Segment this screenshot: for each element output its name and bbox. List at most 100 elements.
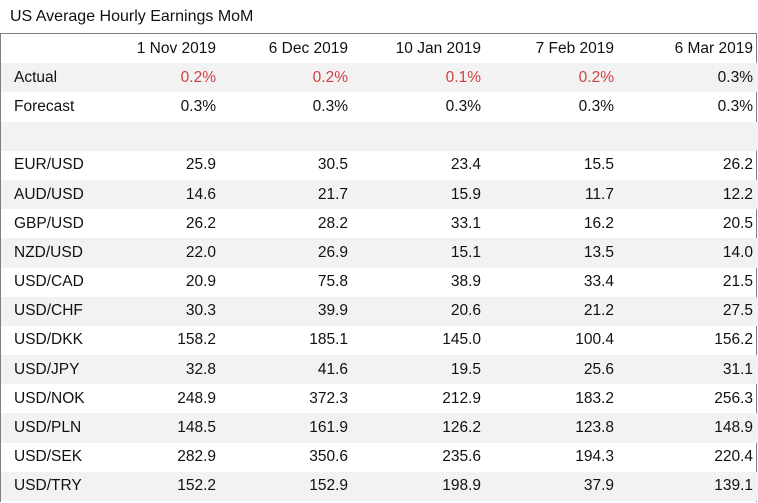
table-cell: 139.1 (619, 471, 758, 501)
row-label: EUR/USD (14, 156, 84, 174)
table-row: AUD/USD 14.6 21.7 15.9 11.7 12.2 (1, 179, 758, 210)
table-cell: 21.5 (722, 273, 753, 291)
table-title: US Average Hourly Earnings MoM (10, 8, 254, 25)
table-row: USD/DKK 158.2 185.1 145.0 100.4 156.2 (1, 326, 758, 355)
table-row (1, 121, 758, 151)
table-cell: 32.8 (101, 355, 221, 385)
table-cell: 33.1 (450, 214, 481, 232)
row-label: USD/PLN (1, 413, 101, 443)
table-cell (101, 121, 221, 151)
table-row: USD/CHF 30.3 39.9 20.6 21.2 27.5 (1, 296, 758, 326)
header-row: 1 Nov 2019 6 Dec 2019 10 Jan 2019 7 Feb … (1, 34, 758, 63)
table-cell: 21.2 (486, 296, 619, 326)
table-cell: 12.2 (619, 179, 758, 210)
table-cell: 33.4 (583, 273, 614, 291)
table-cell: 26.9 (221, 238, 353, 268)
table-row: USD/SEK 282.9 350.6 235.6 194.3 220.4 (1, 443, 758, 472)
table-cell: 152.2 (101, 471, 221, 501)
table-cell: 256.3 (714, 389, 753, 407)
table-cell: 15.5 (583, 156, 614, 174)
table-cell: 30.5 (317, 156, 348, 174)
table-cell: 25.6 (486, 355, 619, 385)
row-label: USD/JPY (1, 355, 101, 385)
row-label: USD/CAD (14, 273, 84, 291)
table-cell: 20.6 (353, 296, 486, 326)
column-header: 7 Feb 2019 (535, 39, 614, 57)
row-label: USD/SEK (14, 448, 83, 466)
table-row: USD/JPY 32.8 41.6 19.5 25.6 31.1 (1, 355, 758, 385)
table-cell: 21.7 (221, 179, 353, 210)
table-cell: 11.7 (486, 179, 619, 210)
table-cell: 38.9 (450, 273, 481, 291)
row-label (1, 121, 101, 151)
table-row: Forecast 0.3% 0.3% 0.3% 0.3% 0.3% (1, 92, 758, 121)
table-cell: 0.3% (578, 97, 614, 115)
table-cell (486, 121, 619, 151)
table-cell: 13.5 (486, 238, 619, 268)
table-row: USD/PLN 148.5 161.9 126.2 123.8 148.9 (1, 413, 758, 443)
table-cell: 0.3% (619, 63, 758, 93)
table-cell: 0.2% (486, 63, 619, 93)
table-row: NZD/USD 22.0 26.9 15.1 13.5 14.0 (1, 238, 758, 268)
table-body: Actual 0.2% 0.2% 0.1% 0.2% 0.3% Forecast 0.3% 0.… (1, 63, 758, 501)
table-cell: 0.3% (312, 97, 348, 115)
table-cell: 14.0 (619, 238, 758, 268)
table-cell: 148.9 (619, 413, 758, 443)
table-cell: 282.9 (177, 448, 216, 466)
table-cell: 41.6 (221, 355, 353, 385)
table-cell: 20.9 (185, 273, 216, 291)
table-cell: 75.8 (317, 273, 348, 291)
data-table-container: 1 Nov 2019 6 Dec 2019 10 Jan 2019 7 Feb … (0, 33, 758, 502)
table-cell: 27.5 (619, 296, 758, 326)
earnings-table: 1 Nov 2019 6 Dec 2019 10 Jan 2019 7 Feb … (1, 34, 758, 501)
row-label: USD/DKK (14, 331, 83, 349)
table-cell (619, 121, 758, 151)
table-cell: 248.9 (177, 389, 216, 407)
row-label: Actual (1, 63, 101, 93)
table-row: USD/CAD 20.9 75.8 38.9 33.4 21.5 (1, 268, 758, 297)
table-cell: 183.2 (575, 389, 614, 407)
table-cell: 23.4 (450, 156, 481, 174)
table-row: USD/NOK 248.9 372.3 212.9 183.2 256.3 (1, 384, 758, 413)
table-cell: 198.9 (353, 471, 486, 501)
table-cell: 212.9 (442, 389, 481, 407)
table-cell: 37.9 (486, 471, 619, 501)
table-cell: 19.5 (353, 355, 486, 385)
row-label: GBP/USD (14, 214, 84, 232)
row-label: Forecast (14, 97, 75, 115)
table-cell: 123.8 (486, 413, 619, 443)
table-cell: 0.3% (445, 97, 481, 115)
table-cell (221, 121, 353, 151)
column-header: 6 Mar 2019 (674, 39, 753, 57)
table-cell: 31.1 (619, 355, 758, 385)
table-cell: 0.3% (180, 97, 216, 115)
row-label: USD/TRY (1, 471, 101, 501)
row-label: USD/CHF (1, 296, 101, 326)
row-label: AUD/USD (1, 179, 101, 210)
table-cell: 16.2 (583, 214, 614, 232)
table-cell: 22.0 (101, 238, 221, 268)
table-cell: 235.6 (442, 448, 481, 466)
header-corner (1, 34, 101, 63)
table-cell: 156.2 (714, 331, 753, 349)
table-cell: 145.0 (442, 331, 481, 349)
table-cell: 194.3 (575, 448, 614, 466)
table-cell: 30.3 (101, 296, 221, 326)
table-cell: 161.9 (221, 413, 353, 443)
table-cell: 220.4 (714, 448, 753, 466)
table-cell: 26.2 (185, 214, 216, 232)
table-cell: 25.9 (185, 156, 216, 174)
table-cell: 0.2% (101, 63, 221, 93)
table-row: EUR/USD 25.9 30.5 23.4 15.5 26.2 (1, 151, 758, 180)
column-header: 6 Dec 2019 (268, 39, 348, 57)
table-cell: 100.4 (575, 331, 614, 349)
table-cell: 152.9 (221, 471, 353, 501)
table-cell: 14.6 (101, 179, 221, 210)
column-header: 10 Jan 2019 (395, 39, 481, 57)
row-label: NZD/USD (1, 238, 101, 268)
table-cell: 148.5 (101, 413, 221, 443)
table-cell: 126.2 (353, 413, 486, 443)
table-cell: 39.9 (221, 296, 353, 326)
table-cell: 0.1% (353, 63, 486, 93)
table-cell: 350.6 (309, 448, 348, 466)
